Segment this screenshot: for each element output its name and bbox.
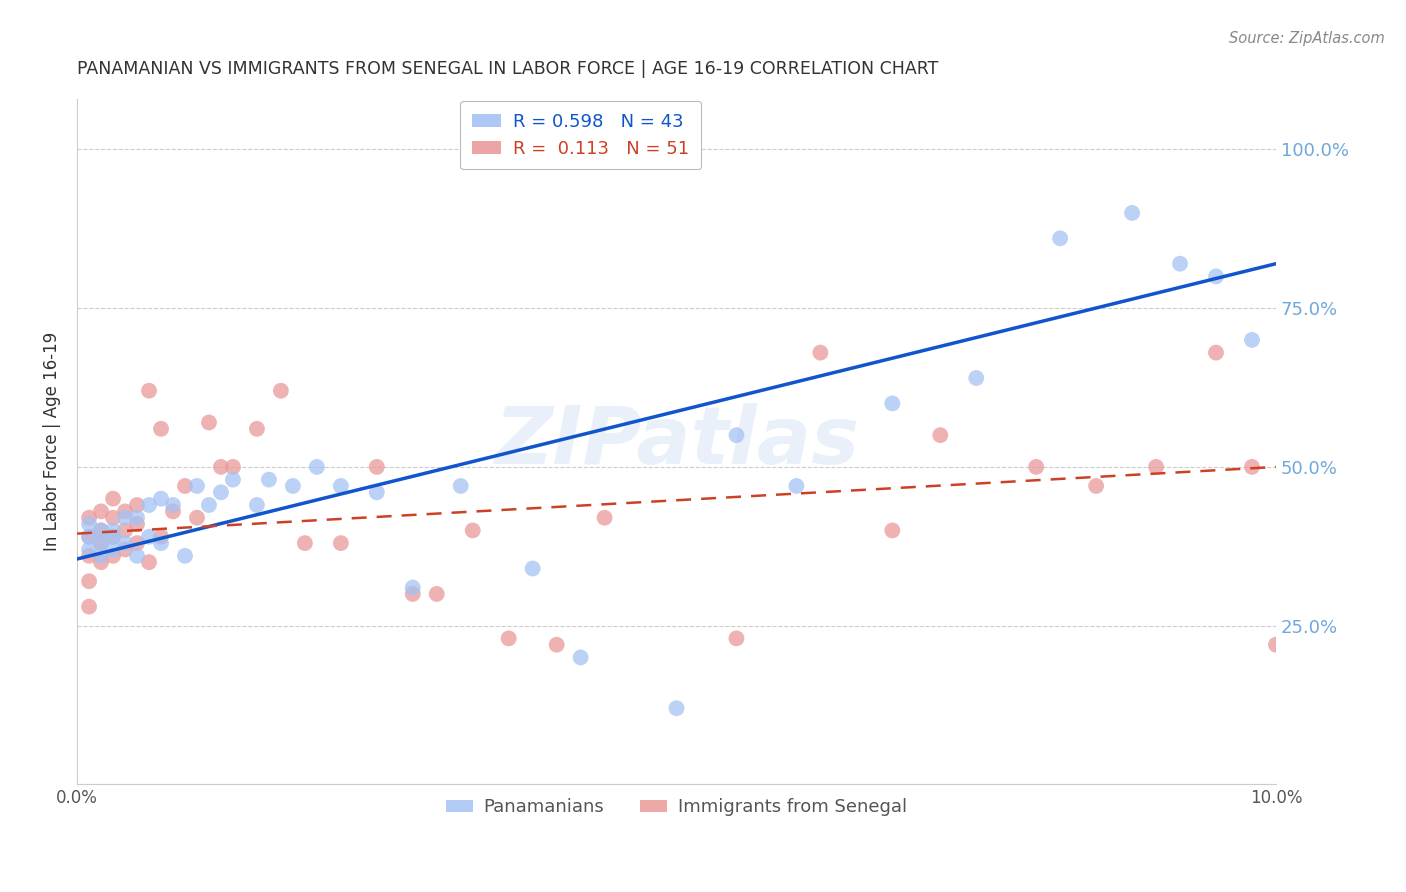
Point — [90, 536, 112, 550]
Point — [138, 498, 160, 512]
Point — [246, 498, 269, 512]
Point — [593, 510, 616, 524]
Point — [725, 428, 748, 442]
Point — [114, 542, 136, 557]
Point — [402, 587, 425, 601]
Point — [1265, 638, 1288, 652]
Point — [138, 384, 160, 398]
Point — [90, 504, 112, 518]
Point — [101, 530, 124, 544]
Point — [101, 524, 124, 538]
Point — [162, 498, 184, 512]
Point — [77, 599, 100, 614]
Point — [665, 701, 688, 715]
Point — [402, 581, 425, 595]
Point — [1168, 257, 1191, 271]
Point — [125, 517, 148, 532]
Point — [725, 632, 748, 646]
Point — [101, 542, 124, 557]
Point — [114, 524, 136, 538]
Point — [522, 561, 544, 575]
Point — [101, 510, 124, 524]
Point — [186, 510, 208, 524]
Point — [1049, 231, 1071, 245]
Point — [569, 650, 592, 665]
Point — [1025, 459, 1047, 474]
Point — [198, 416, 221, 430]
Point — [77, 549, 100, 563]
Point — [246, 422, 269, 436]
Point — [77, 542, 100, 557]
Point — [1144, 459, 1167, 474]
Point — [1085, 479, 1108, 493]
Point — [1121, 206, 1143, 220]
Point — [1205, 345, 1227, 359]
Text: ZIPatlas: ZIPatlas — [494, 402, 859, 481]
Point — [329, 536, 352, 550]
Point — [150, 530, 173, 544]
Point — [546, 638, 568, 652]
Point — [498, 632, 520, 646]
Point — [785, 479, 807, 493]
Y-axis label: In Labor Force | Age 16-19: In Labor Force | Age 16-19 — [44, 332, 60, 551]
Point — [882, 396, 904, 410]
Point — [150, 536, 173, 550]
Point — [125, 536, 148, 550]
Point — [281, 479, 304, 493]
Point — [174, 479, 197, 493]
Point — [366, 485, 388, 500]
Point — [450, 479, 472, 493]
Point — [305, 459, 328, 474]
Point — [329, 479, 352, 493]
Point — [125, 498, 148, 512]
Point — [150, 491, 173, 506]
Point — [1240, 333, 1263, 347]
Point — [77, 530, 100, 544]
Point — [125, 510, 148, 524]
Point — [90, 549, 112, 563]
Point — [222, 459, 245, 474]
Point — [1240, 459, 1263, 474]
Point — [209, 459, 232, 474]
Point — [461, 524, 484, 538]
Point — [90, 524, 112, 538]
Point — [162, 504, 184, 518]
Point — [198, 498, 221, 512]
Point — [138, 555, 160, 569]
Point — [114, 536, 136, 550]
Point — [1277, 650, 1299, 665]
Point — [90, 555, 112, 569]
Point — [101, 530, 124, 544]
Point — [90, 536, 112, 550]
Point — [125, 549, 148, 563]
Text: Source: ZipAtlas.com: Source: ZipAtlas.com — [1229, 31, 1385, 46]
Point — [257, 473, 280, 487]
Point — [138, 530, 160, 544]
Point — [929, 428, 952, 442]
Point — [77, 510, 100, 524]
Legend: Panamanians, Immigrants from Senegal: Panamanians, Immigrants from Senegal — [439, 791, 915, 823]
Point — [114, 504, 136, 518]
Point — [101, 549, 124, 563]
Point — [426, 587, 449, 601]
Point — [150, 422, 173, 436]
Point — [270, 384, 292, 398]
Point — [366, 459, 388, 474]
Point — [186, 479, 208, 493]
Point — [808, 345, 831, 359]
Point — [77, 530, 100, 544]
Point — [222, 473, 245, 487]
Point — [77, 517, 100, 532]
Point — [1205, 269, 1227, 284]
Point — [101, 491, 124, 506]
Point — [174, 549, 197, 563]
Point — [882, 524, 904, 538]
Point — [965, 371, 987, 385]
Point — [77, 574, 100, 589]
Point — [294, 536, 316, 550]
Point — [114, 510, 136, 524]
Text: PANAMANIAN VS IMMIGRANTS FROM SENEGAL IN LABOR FORCE | AGE 16-19 CORRELATION CHA: PANAMANIAN VS IMMIGRANTS FROM SENEGAL IN… — [77, 60, 938, 78]
Point — [90, 524, 112, 538]
Point — [209, 485, 232, 500]
